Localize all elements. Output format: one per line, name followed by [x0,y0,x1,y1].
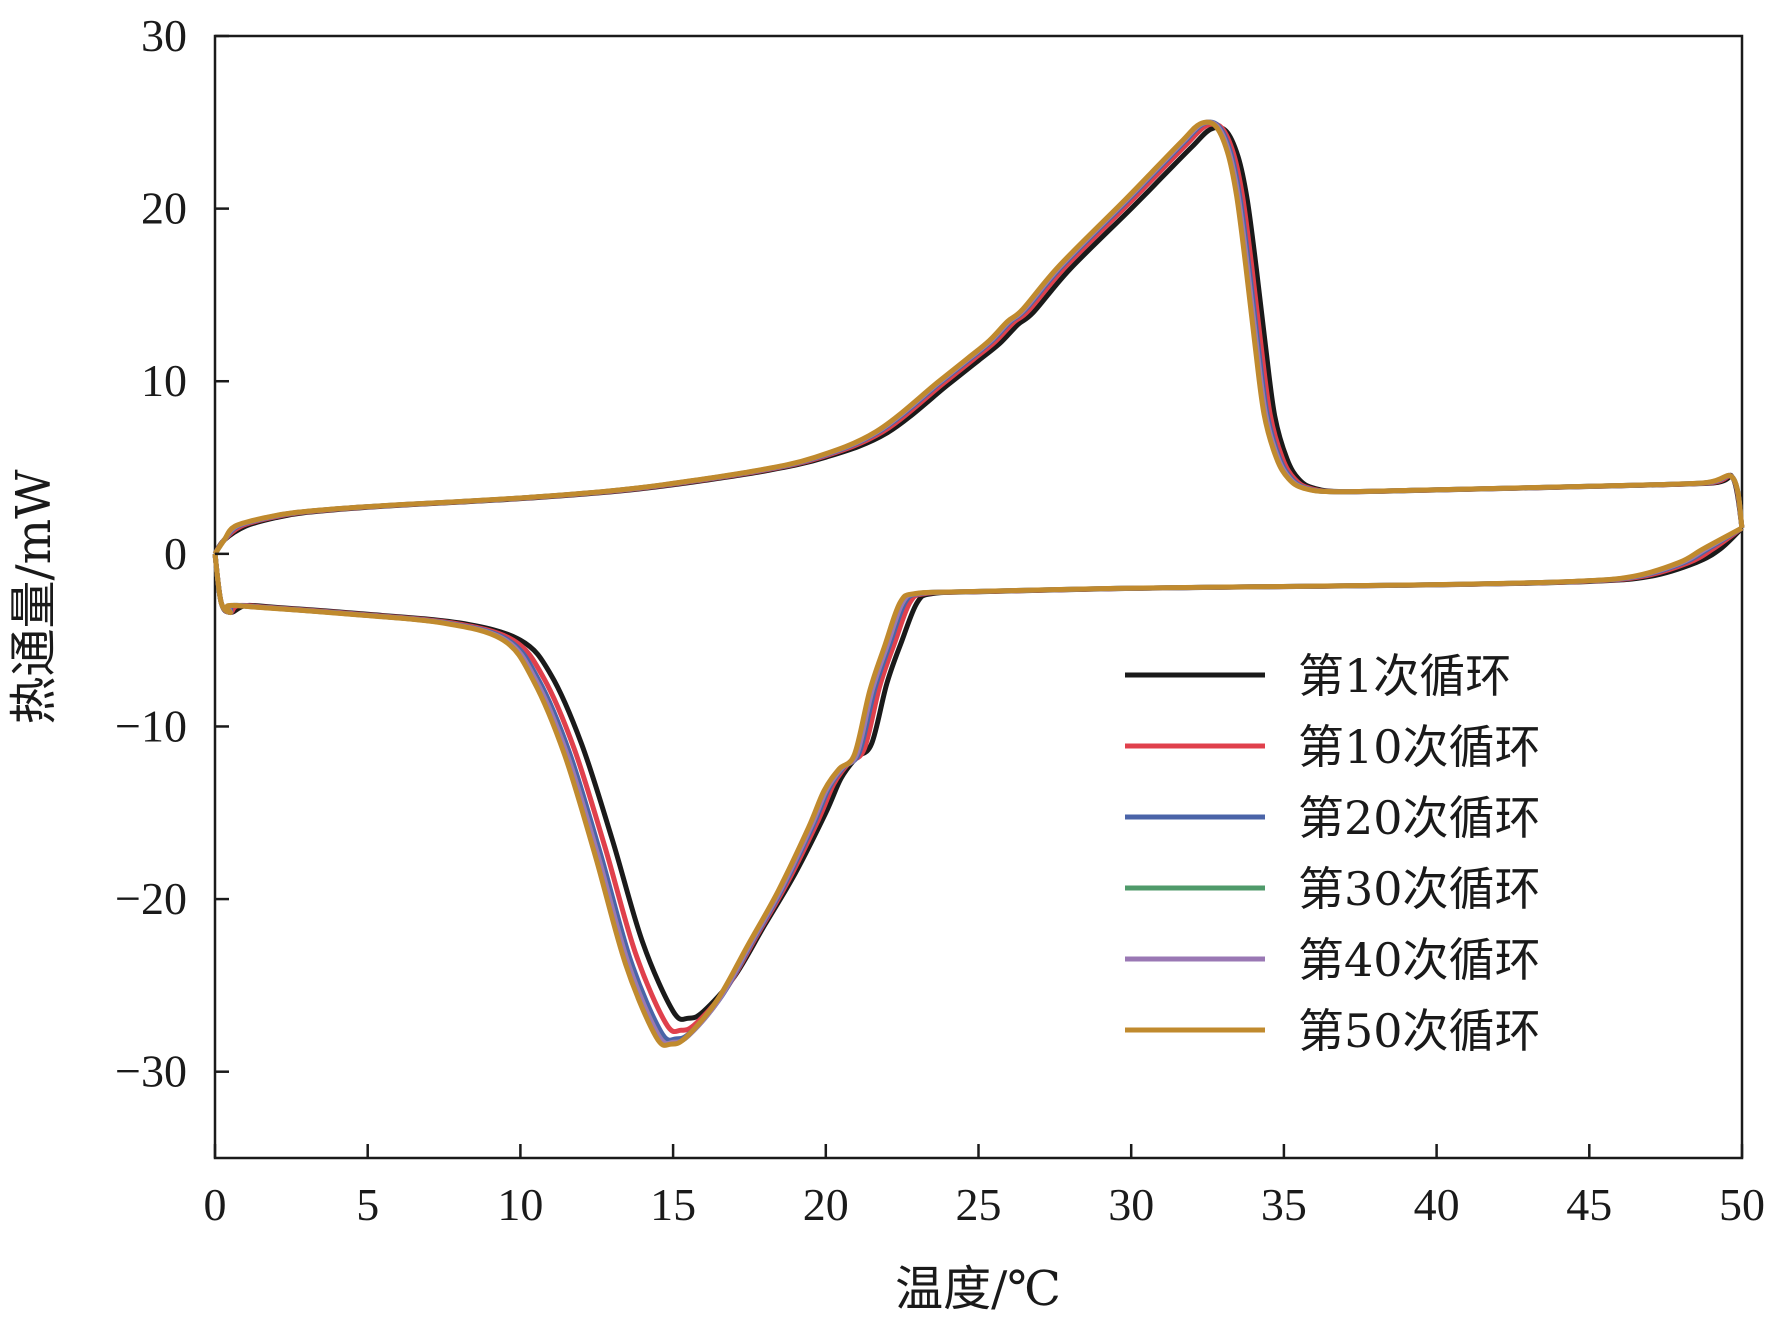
x-axis-title: 温度/℃ [895,1261,1061,1317]
y-tick-label: −10 [115,700,187,751]
x-tick-label: 40 [1414,1179,1460,1230]
y-tick-label: −20 [115,873,187,924]
x-tick-label: 30 [1108,1179,1154,1230]
series-curves [212,119,1745,1048]
x-tick-label: 35 [1261,1179,1307,1230]
y-axis-title: 热通量/mW [6,469,62,725]
x-tick-label: 25 [956,1179,1002,1230]
y-tick-label: 0 [164,528,187,579]
x-tick-label: 0 [204,1179,227,1230]
y-tick-label: −30 [115,1046,187,1097]
legend-label: 第1次循环 [1298,649,1511,703]
y-tick-label: 30 [141,10,187,61]
x-tick-label: 45 [1566,1179,1612,1230]
y-tick-label: 10 [141,355,187,406]
x-tick-label: 5 [356,1179,379,1230]
legend-label: 第20次循环 [1298,791,1541,845]
legend-label: 第40次循环 [1298,933,1541,987]
series-line-cooling [212,525,1744,1048]
y-axis-ticks: 30 20 10 0 −10 −20 −30 [115,10,229,1097]
x-axis-ticks: 0 5 10 15 20 25 30 35 40 45 50 [204,1144,1765,1230]
legend-label: 第10次循环 [1298,720,1541,774]
series-6 [212,119,1745,1048]
x-tick-label: 20 [803,1179,849,1230]
x-tick-label: 15 [650,1179,696,1230]
x-tick-label: 50 [1719,1179,1765,1230]
series-line-heating [212,119,1745,556]
plot-frame [213,34,1744,1160]
legend-label: 第50次循环 [1298,1004,1541,1058]
x-tick-label: 10 [497,1179,543,1230]
y-tick-label: 20 [141,183,187,234]
legend-label: 第30次循环 [1298,862,1541,916]
